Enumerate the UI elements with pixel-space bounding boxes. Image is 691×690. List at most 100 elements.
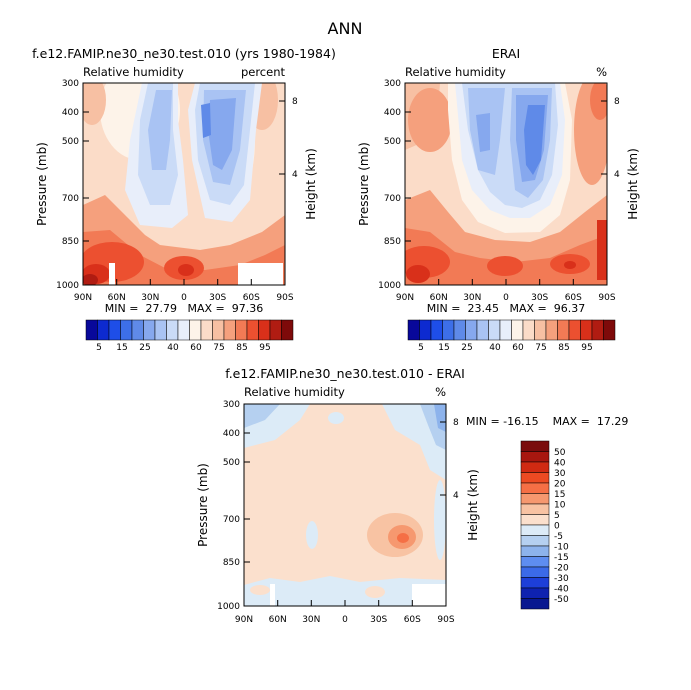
colorbar-swatch (108, 319, 121, 341)
colorbar-swatch (520, 535, 550, 547)
contour-fill (244, 404, 446, 606)
colorbar-swatch (520, 587, 550, 599)
x-tick-label: 90S (276, 293, 293, 303)
colorbar-swatch (407, 319, 420, 341)
right-subtitle: % (596, 65, 607, 79)
y-tick-label: 850 (62, 237, 79, 247)
x-tick-label: 90N (396, 293, 414, 303)
colorbar-label: 15 (438, 343, 449, 353)
x-tick-label: 0 (181, 293, 187, 303)
x-tick-label: 0 (503, 293, 509, 303)
y-right-tick-label: 4 (292, 170, 298, 180)
colorbar-swatch (465, 319, 478, 341)
y-axis-right-title: Height (km) (626, 148, 640, 219)
colorbar-label: -50 (554, 595, 569, 605)
colorbar-swatch (520, 440, 550, 452)
y-tick-label: 300 (384, 79, 401, 89)
colorbar-swatch (545, 319, 558, 341)
x-axis: 90N 60N 30N 0 30S 60S 90S (235, 600, 455, 625)
colorbar-label: 40 (489, 343, 501, 353)
x-tick-label: 90S (598, 293, 615, 303)
panel-title: ERAI (492, 46, 520, 61)
colorbar-swatch (246, 319, 259, 341)
colorbar-boxes (520, 440, 550, 610)
figure-title: ANN (328, 19, 363, 38)
panel-title: f.e12.FAMIP.ne30_ne30.test.010 - ERAI (225, 366, 465, 381)
colorbar-label: 15 (116, 343, 127, 353)
y-axis-right-title: Height (km) (304, 148, 318, 219)
x-tick-label: 30S (370, 615, 387, 625)
colorbar-swatch (520, 556, 550, 568)
stats-text: MIN = 23.45 MAX = 96.37 (427, 302, 585, 315)
y-tick-label: 500 (62, 137, 79, 147)
colorbar-swatch (97, 319, 110, 341)
colorbar-swatch (580, 319, 593, 341)
y-right-tick-label: 4 (453, 491, 459, 501)
colorbar-swatch (419, 319, 432, 341)
colorbar-label: -10 (554, 543, 569, 553)
y-right-tick-label: 8 (453, 418, 459, 428)
colorbar-swatch (520, 482, 550, 494)
colorbar-swatch (591, 319, 604, 341)
x-tick-label: 30S (531, 293, 548, 303)
y-tick-label: 1000 (217, 602, 240, 612)
colorbar-swatch (522, 319, 535, 341)
colorbar-label: 50 (554, 448, 566, 458)
colorbar-boxes (85, 319, 294, 341)
colorbar-swatch (520, 577, 550, 589)
x-tick-label: 60S (565, 293, 582, 303)
colorbar-swatch (430, 319, 443, 341)
colorbar-label: 85 (236, 343, 247, 353)
colorbar-swatch (520, 493, 550, 505)
right-subtitle: % (435, 385, 446, 399)
colorbar-swatch (520, 514, 550, 526)
colorbar-label: 25 (461, 343, 472, 353)
colorbar-label: 75 (535, 343, 546, 353)
panel-erai: ERAI Relative humidity % (357, 46, 640, 353)
y-axis-right: 8 4 Height (km) (440, 418, 480, 541)
colorbar-swatch (520, 451, 550, 463)
colorbar-label: 20 (554, 480, 566, 490)
x-tick-label: 30N (302, 615, 320, 625)
x-tick-label: 30N (463, 293, 481, 303)
x-tick-label: 60S (404, 615, 421, 625)
x-tick-label: 60S (243, 293, 260, 303)
colorbar-swatch (269, 319, 282, 341)
colorbar-label: -15 (554, 553, 569, 563)
colorbar-swatch (189, 319, 202, 341)
colorbar-label: 40 (554, 459, 566, 469)
colorbar-label: 15 (554, 490, 565, 500)
y-right-tick-label: 4 (614, 170, 620, 180)
x-tick-label: 30N (141, 293, 159, 303)
y-tick-label: 850 (223, 558, 240, 568)
colorbar-swatch (520, 598, 550, 610)
y-axis-title: Pressure (mb) (357, 142, 371, 226)
y-tick-label: 700 (62, 194, 79, 204)
colorbar-swatch (499, 319, 512, 341)
panel-title: f.e12.FAMIP.ne30_ne30.test.010 (yrs 1980… (32, 46, 336, 61)
colorbar-swatch (200, 319, 213, 341)
left-subtitle: Relative humidity (83, 65, 184, 79)
colorbar-label: 95 (259, 343, 270, 353)
colorbar: 5 15 25 40 60 75 85 95 (85, 319, 294, 353)
colorbar-label: 5 (418, 343, 424, 353)
y-tick-label: 400 (384, 108, 401, 118)
colorbar: 5 15 25 40 60 75 85 95 (407, 319, 616, 353)
colorbar-swatch (520, 503, 550, 515)
colorbar-label: 40 (167, 343, 179, 353)
y-tick-label: 1000 (378, 281, 401, 291)
colorbar-label: 30 (554, 469, 566, 479)
y-tick-label: 400 (62, 108, 79, 118)
colorbar-swatch (534, 319, 547, 341)
colorbar-swatch (520, 472, 550, 484)
colorbar-label: -5 (554, 532, 563, 542)
y-axis: 300 400 500 700 850 1000 Pressure (mb) (196, 400, 250, 612)
x-tick-label: 0 (342, 615, 348, 625)
y-axis-right: 8 4 Height (km) (601, 97, 640, 220)
colorbar-swatch (85, 319, 98, 341)
colorbar-swatch (520, 566, 550, 578)
y-tick-label: 700 (384, 194, 401, 204)
y-tick-label: 850 (384, 237, 401, 247)
colorbar-swatch (453, 319, 466, 341)
